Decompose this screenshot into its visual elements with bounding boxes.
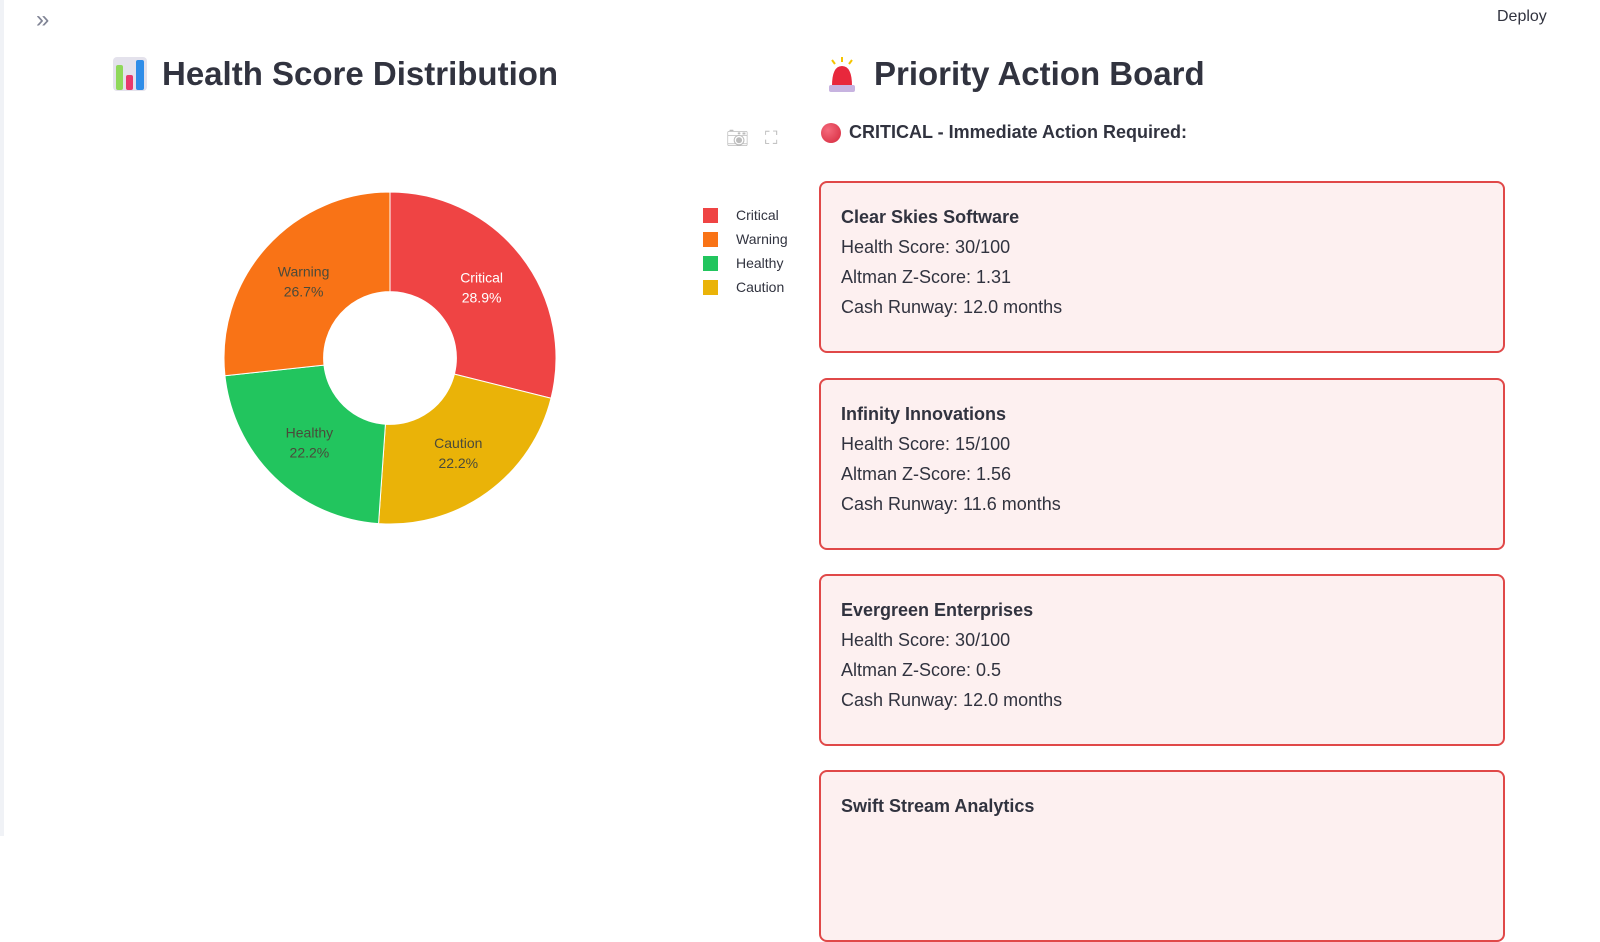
cash-runway: Cash Runway: 12.0 months bbox=[841, 690, 1063, 710]
legend-item-caution[interactable]: Caution bbox=[703, 275, 788, 299]
cash-runway: Cash Runway: 12.0 months bbox=[841, 297, 1063, 317]
legend-item-healthy[interactable]: Healthy bbox=[703, 251, 788, 275]
company-card: Swift Stream Analytics bbox=[819, 770, 1505, 942]
legend-label: Critical bbox=[736, 207, 779, 223]
legend-label: Healthy bbox=[736, 255, 784, 271]
legend-item-critical[interactable]: Critical bbox=[703, 203, 788, 227]
company-name: Evergreen Enterprises bbox=[841, 600, 1034, 620]
company-card: Evergreen Enterprises Health Score: 30/1… bbox=[819, 574, 1505, 746]
z-score: Altman Z-Score: 0.5 bbox=[841, 660, 1002, 680]
health-score: Health Score: 30/100 bbox=[841, 630, 1011, 650]
chart-legend: Critical Warning Healthy Caution bbox=[703, 203, 788, 299]
slice-label: Critical bbox=[460, 269, 503, 285]
slice-caution[interactable] bbox=[378, 373, 552, 525]
company-card: Infinity Innovations Health Score: 15/10… bbox=[819, 378, 1505, 550]
legend-swatch bbox=[703, 207, 718, 223]
legend-swatch bbox=[703, 255, 718, 271]
sidebar-edge bbox=[0, 0, 4, 836]
section-title-text: Priority Action Board bbox=[874, 55, 1205, 92]
slice-percent: 22.2% bbox=[290, 445, 330, 461]
critical-header: CRITICAL - Immediate Action Required: bbox=[821, 122, 1187, 143]
z-score: Altman Z-Score: 1.56 bbox=[841, 464, 1012, 484]
company-name: Clear Skies Software bbox=[841, 207, 1020, 227]
company-card: Clear Skies Software Health Score: 30/10… bbox=[819, 181, 1505, 353]
z-score: Altman Z-Score: 1.31 bbox=[841, 267, 1012, 287]
legend-item-warning[interactable]: Warning bbox=[703, 227, 788, 251]
page-title: Health Score Distribution bbox=[162, 55, 559, 92]
health-score: Health Score: 15/100 bbox=[841, 434, 1011, 454]
legend-swatch bbox=[703, 231, 718, 247]
camera-icon[interactable]: 📷︎ bbox=[726, 128, 749, 148]
legend-label: Caution bbox=[736, 279, 785, 295]
section-title-priority: Priority Action Board bbox=[824, 55, 1205, 93]
slice-label: Caution bbox=[434, 435, 482, 451]
police-siren-icon bbox=[824, 56, 860, 92]
chevron-double-right-icon[interactable]: » bbox=[36, 6, 50, 33]
legend-swatch bbox=[703, 279, 718, 295]
slice-percent: 28.9% bbox=[462, 289, 502, 305]
slice-warning[interactable] bbox=[223, 191, 391, 377]
slice-label: Healthy bbox=[286, 425, 333, 441]
cash-runway: Cash Runway: 11.6 months bbox=[841, 494, 1061, 514]
critical-header-text: CRITICAL - Immediate Action Required: bbox=[849, 122, 1188, 142]
fullscreen-icon[interactable]: ⛶ bbox=[764, 128, 778, 148]
donut-chart: Critical 28.9% Caution 22.2% Healthy 22.2% War… bbox=[223, 191, 557, 525]
legend-label: Warning bbox=[736, 231, 788, 247]
red-circle-icon bbox=[821, 122, 841, 143]
company-name: Infinity Innovations bbox=[841, 404, 1006, 424]
slice-percent: 22.2% bbox=[438, 455, 478, 471]
slice-critical[interactable] bbox=[389, 191, 557, 399]
section-title-health: Health Score Distribution bbox=[112, 55, 558, 93]
slice-label: Warning bbox=[278, 263, 330, 279]
slice-healthy[interactable] bbox=[224, 364, 386, 525]
health-score: Health Score: 30/100 bbox=[841, 237, 1011, 257]
bar-chart-icon bbox=[112, 56, 148, 92]
company-name: Swift Stream Analytics bbox=[841, 796, 1035, 816]
deploy-button[interactable]: Deploy bbox=[1497, 8, 1547, 25]
slice-percent: 26.7% bbox=[284, 283, 324, 299]
